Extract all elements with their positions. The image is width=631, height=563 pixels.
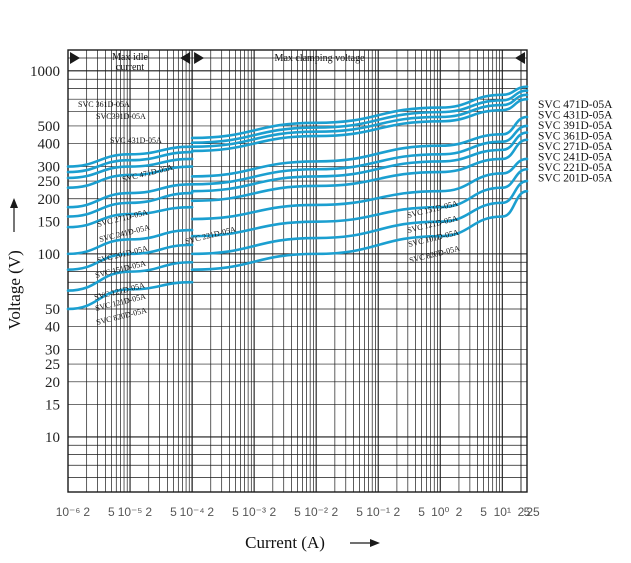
idle-region-label: current xyxy=(116,62,145,73)
series-idle-line-4 xyxy=(66,182,194,209)
y-tick-label: 25 xyxy=(45,357,60,373)
right-legend-label: SVC 361D-05A xyxy=(538,131,613,143)
grid xyxy=(67,49,528,493)
x-tick-label: 2 xyxy=(83,505,90,519)
x-tick-label: 10⁰ xyxy=(431,505,449,519)
series-clamp-line-11 xyxy=(190,189,529,271)
x-tick-label: 10⁻⁶ xyxy=(56,505,81,519)
right-legend-label: SVC 201D-05A xyxy=(538,173,613,185)
curves xyxy=(66,85,529,311)
y-tick-label: 250 xyxy=(38,174,61,190)
x-tick-label: 5 xyxy=(524,505,531,519)
series-clamp-line-8 xyxy=(190,157,529,221)
series-clamp-line-6 xyxy=(190,131,529,193)
series-idle-line-1 xyxy=(66,150,194,174)
clamp-region-label: Max clamping voltage xyxy=(275,53,366,64)
y-tick-label: 15 xyxy=(45,398,60,414)
x-tick-label: 5 xyxy=(232,505,239,519)
y-tick-label: 30 xyxy=(45,343,60,359)
right-legend-label: SVC 241D-05A xyxy=(538,152,613,164)
series-idle-line-5 xyxy=(66,191,194,218)
y-tick-label: 400 xyxy=(38,137,61,153)
y-tick-label: 1000 xyxy=(30,64,60,80)
x-tick-label: 10⁻² xyxy=(304,505,328,519)
series-clamp-line-4 xyxy=(190,115,529,178)
y-tick-label: 300 xyxy=(38,160,61,176)
x-tick-label: 5 xyxy=(108,505,115,519)
x-tick-label: 2 xyxy=(456,505,463,519)
curve-label: SVC 431D-05A xyxy=(110,136,162,145)
series-idle-line-9 xyxy=(66,243,194,271)
curve-label: SVC391D-05A xyxy=(96,112,146,121)
arrow-right-icon xyxy=(515,52,525,64)
series-idle-line-11 xyxy=(66,280,194,311)
x-tick-label: 10¹ xyxy=(494,505,511,519)
arrow-right-icon xyxy=(370,539,380,547)
series-clamp-line-10 xyxy=(190,179,529,256)
x-tick-label: 5 xyxy=(480,505,487,519)
x-tick-label: 2 xyxy=(145,505,152,519)
series-idle-line-10 xyxy=(66,260,194,292)
series-clamp-line-5 xyxy=(190,124,529,186)
series-idle-line-8 xyxy=(66,228,194,256)
y-tick-label: 200 xyxy=(38,192,61,208)
x-tick-label: 5 xyxy=(418,505,425,519)
right-legend-label: SVC 391D-05A xyxy=(538,120,613,132)
y-tick-label: 20 xyxy=(45,375,60,391)
x-tick-label: 2 xyxy=(207,505,214,519)
y-tick-label: 150 xyxy=(38,215,61,231)
x-tick-label: 2 xyxy=(269,505,276,519)
x-tick-label: 2 xyxy=(518,505,525,519)
y-tick-label: 500 xyxy=(38,119,61,135)
arrow-up-icon xyxy=(10,198,18,208)
x-tick-label: 5 xyxy=(356,505,363,519)
x-tick-label: 2 xyxy=(332,505,339,519)
series-idle-line-2 xyxy=(66,157,194,180)
arrow-left-icon xyxy=(194,52,205,64)
x-axis-title: Current (A) xyxy=(245,533,325,552)
y-tick-label: 100 xyxy=(38,247,61,263)
series-clamp-line-1 xyxy=(190,89,529,144)
series-clamp-line-9 xyxy=(190,167,529,238)
right-legend-label: SVC 431D-05A xyxy=(538,110,613,122)
x-tick-label: 10⁻¹ xyxy=(366,505,390,519)
y-tick-label: 40 xyxy=(45,320,60,336)
x-tick-label: 5 xyxy=(294,505,301,519)
arrow-left-icon xyxy=(70,52,80,64)
x-tick-label: 10⁻⁴ xyxy=(180,505,205,519)
x-tick-label: 25 xyxy=(526,505,540,519)
x-tick-label: 5 xyxy=(170,505,177,519)
y-tick-label: 10 xyxy=(45,430,60,446)
right-legend-label: SVC 221D-05A xyxy=(538,162,613,174)
series-idle-line-0 xyxy=(66,145,194,168)
series-clamp-line-7 xyxy=(190,138,529,203)
series-idle-line-3 xyxy=(66,165,194,189)
arrow-right-icon xyxy=(180,52,191,64)
curve-label: SVC 361D-05A xyxy=(78,100,130,109)
y-axis-title: Voltage (V) xyxy=(5,250,24,329)
series-clamp-line-0 xyxy=(190,85,529,140)
x-tick-label: 10⁻⁵ xyxy=(118,505,143,519)
idle-region-label: Max idle xyxy=(112,52,148,63)
series-clamp-line-3 xyxy=(190,97,529,153)
series-idle-line-7 xyxy=(66,205,194,229)
right-legend-label: SVC 271D-05A xyxy=(538,141,613,153)
y-tick-label: 50 xyxy=(45,302,60,318)
x-tick-label: 2 xyxy=(394,505,401,519)
x-tick-label: 10⁻³ xyxy=(242,505,266,519)
right-legend-label: SVC 471D-05A xyxy=(538,99,613,111)
series-clamp-line-2 xyxy=(190,93,529,149)
